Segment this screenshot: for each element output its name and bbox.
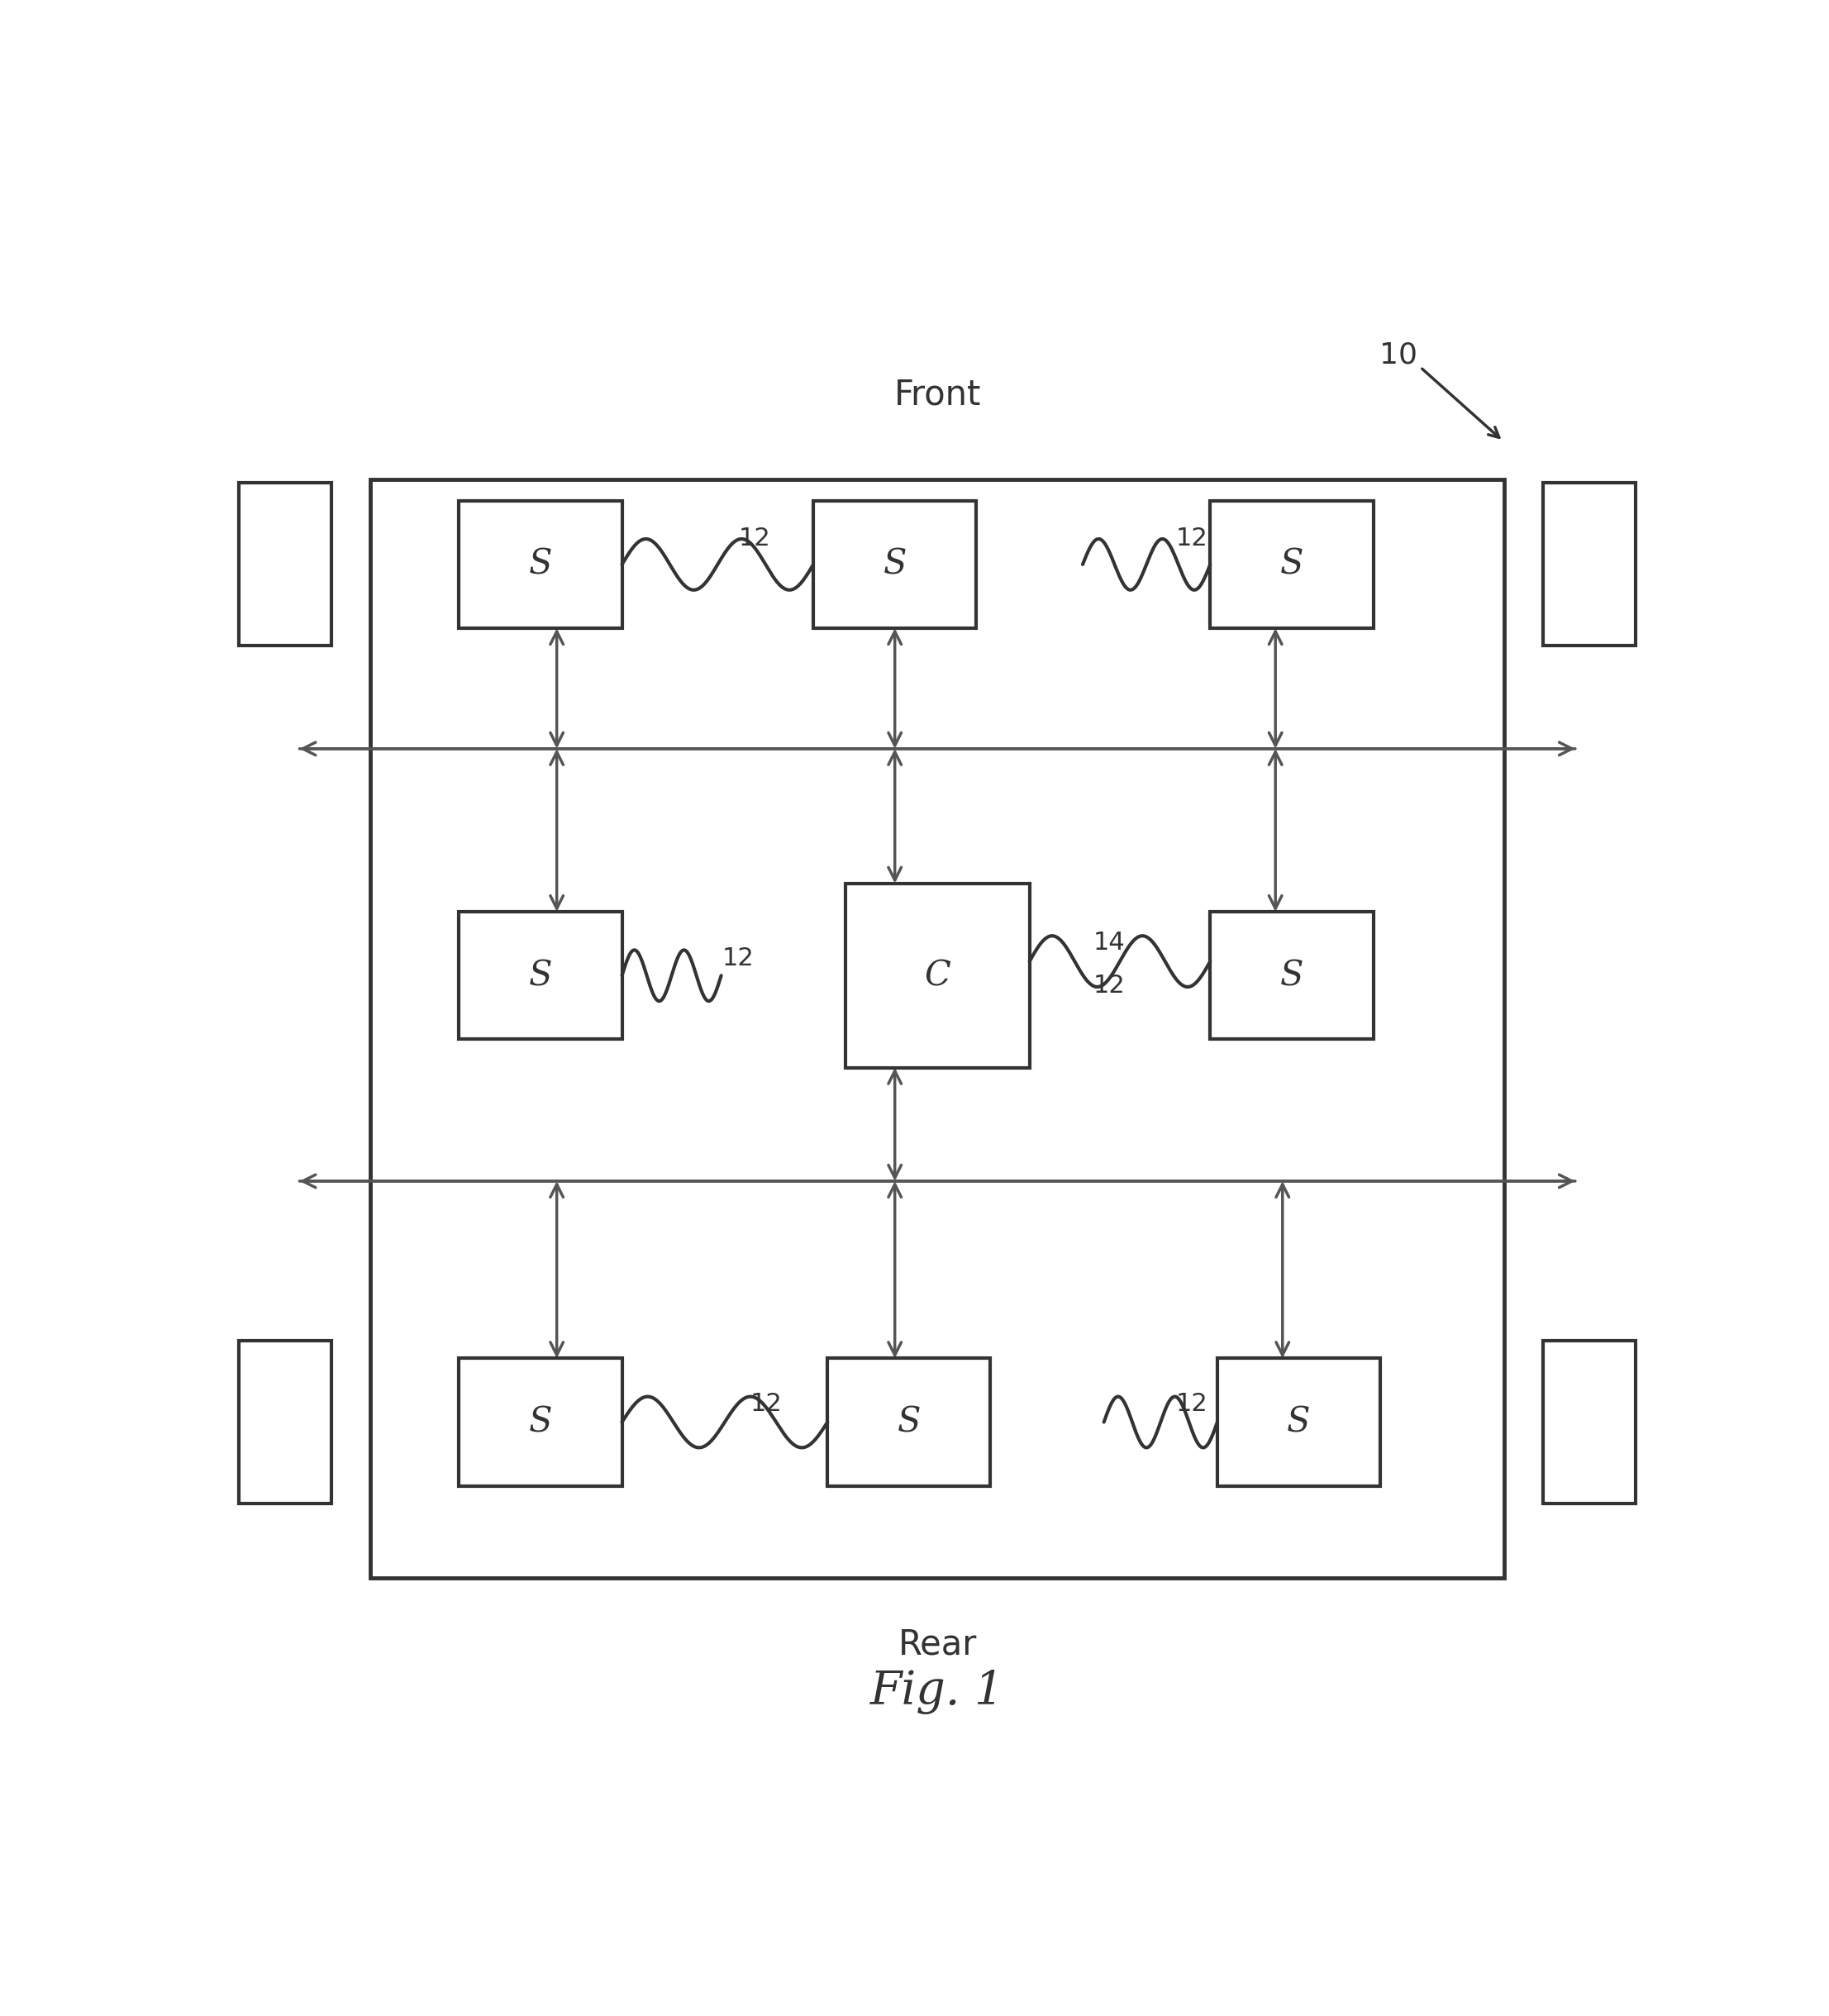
Bar bbox=[1544, 484, 1635, 645]
Text: S: S bbox=[898, 1405, 920, 1439]
Text: 14: 14 bbox=[1094, 931, 1125, 956]
Bar bbox=[1218, 1359, 1381, 1486]
Text: 12: 12 bbox=[750, 1391, 783, 1415]
Text: S: S bbox=[529, 1405, 552, 1439]
Bar bbox=[814, 500, 977, 629]
Text: 12: 12 bbox=[1176, 1391, 1207, 1415]
Bar bbox=[1211, 911, 1374, 1040]
Bar bbox=[459, 1359, 622, 1486]
Text: 12: 12 bbox=[1176, 526, 1207, 550]
Text: 10: 10 bbox=[1379, 341, 1417, 369]
Text: S: S bbox=[1280, 958, 1304, 994]
Text: 12: 12 bbox=[739, 526, 772, 550]
Bar bbox=[845, 883, 1030, 1068]
Bar bbox=[827, 1359, 991, 1486]
Bar bbox=[240, 484, 331, 645]
Text: S: S bbox=[529, 958, 552, 994]
Text: Fig. 1: Fig. 1 bbox=[871, 1669, 1004, 1714]
Text: 12: 12 bbox=[722, 948, 754, 970]
Text: S: S bbox=[1288, 1405, 1311, 1439]
Bar bbox=[459, 911, 622, 1040]
Bar bbox=[1211, 500, 1374, 629]
Bar bbox=[459, 500, 622, 629]
Text: Front: Front bbox=[894, 377, 980, 411]
Text: 12: 12 bbox=[1094, 974, 1125, 998]
Text: Rear: Rear bbox=[898, 1627, 977, 1661]
Bar bbox=[1544, 1341, 1635, 1504]
Bar bbox=[369, 480, 1505, 1579]
Text: C: C bbox=[924, 958, 951, 994]
Bar bbox=[240, 1341, 331, 1504]
Text: S: S bbox=[529, 546, 552, 583]
Text: S: S bbox=[883, 546, 907, 583]
Text: S: S bbox=[1280, 546, 1304, 583]
